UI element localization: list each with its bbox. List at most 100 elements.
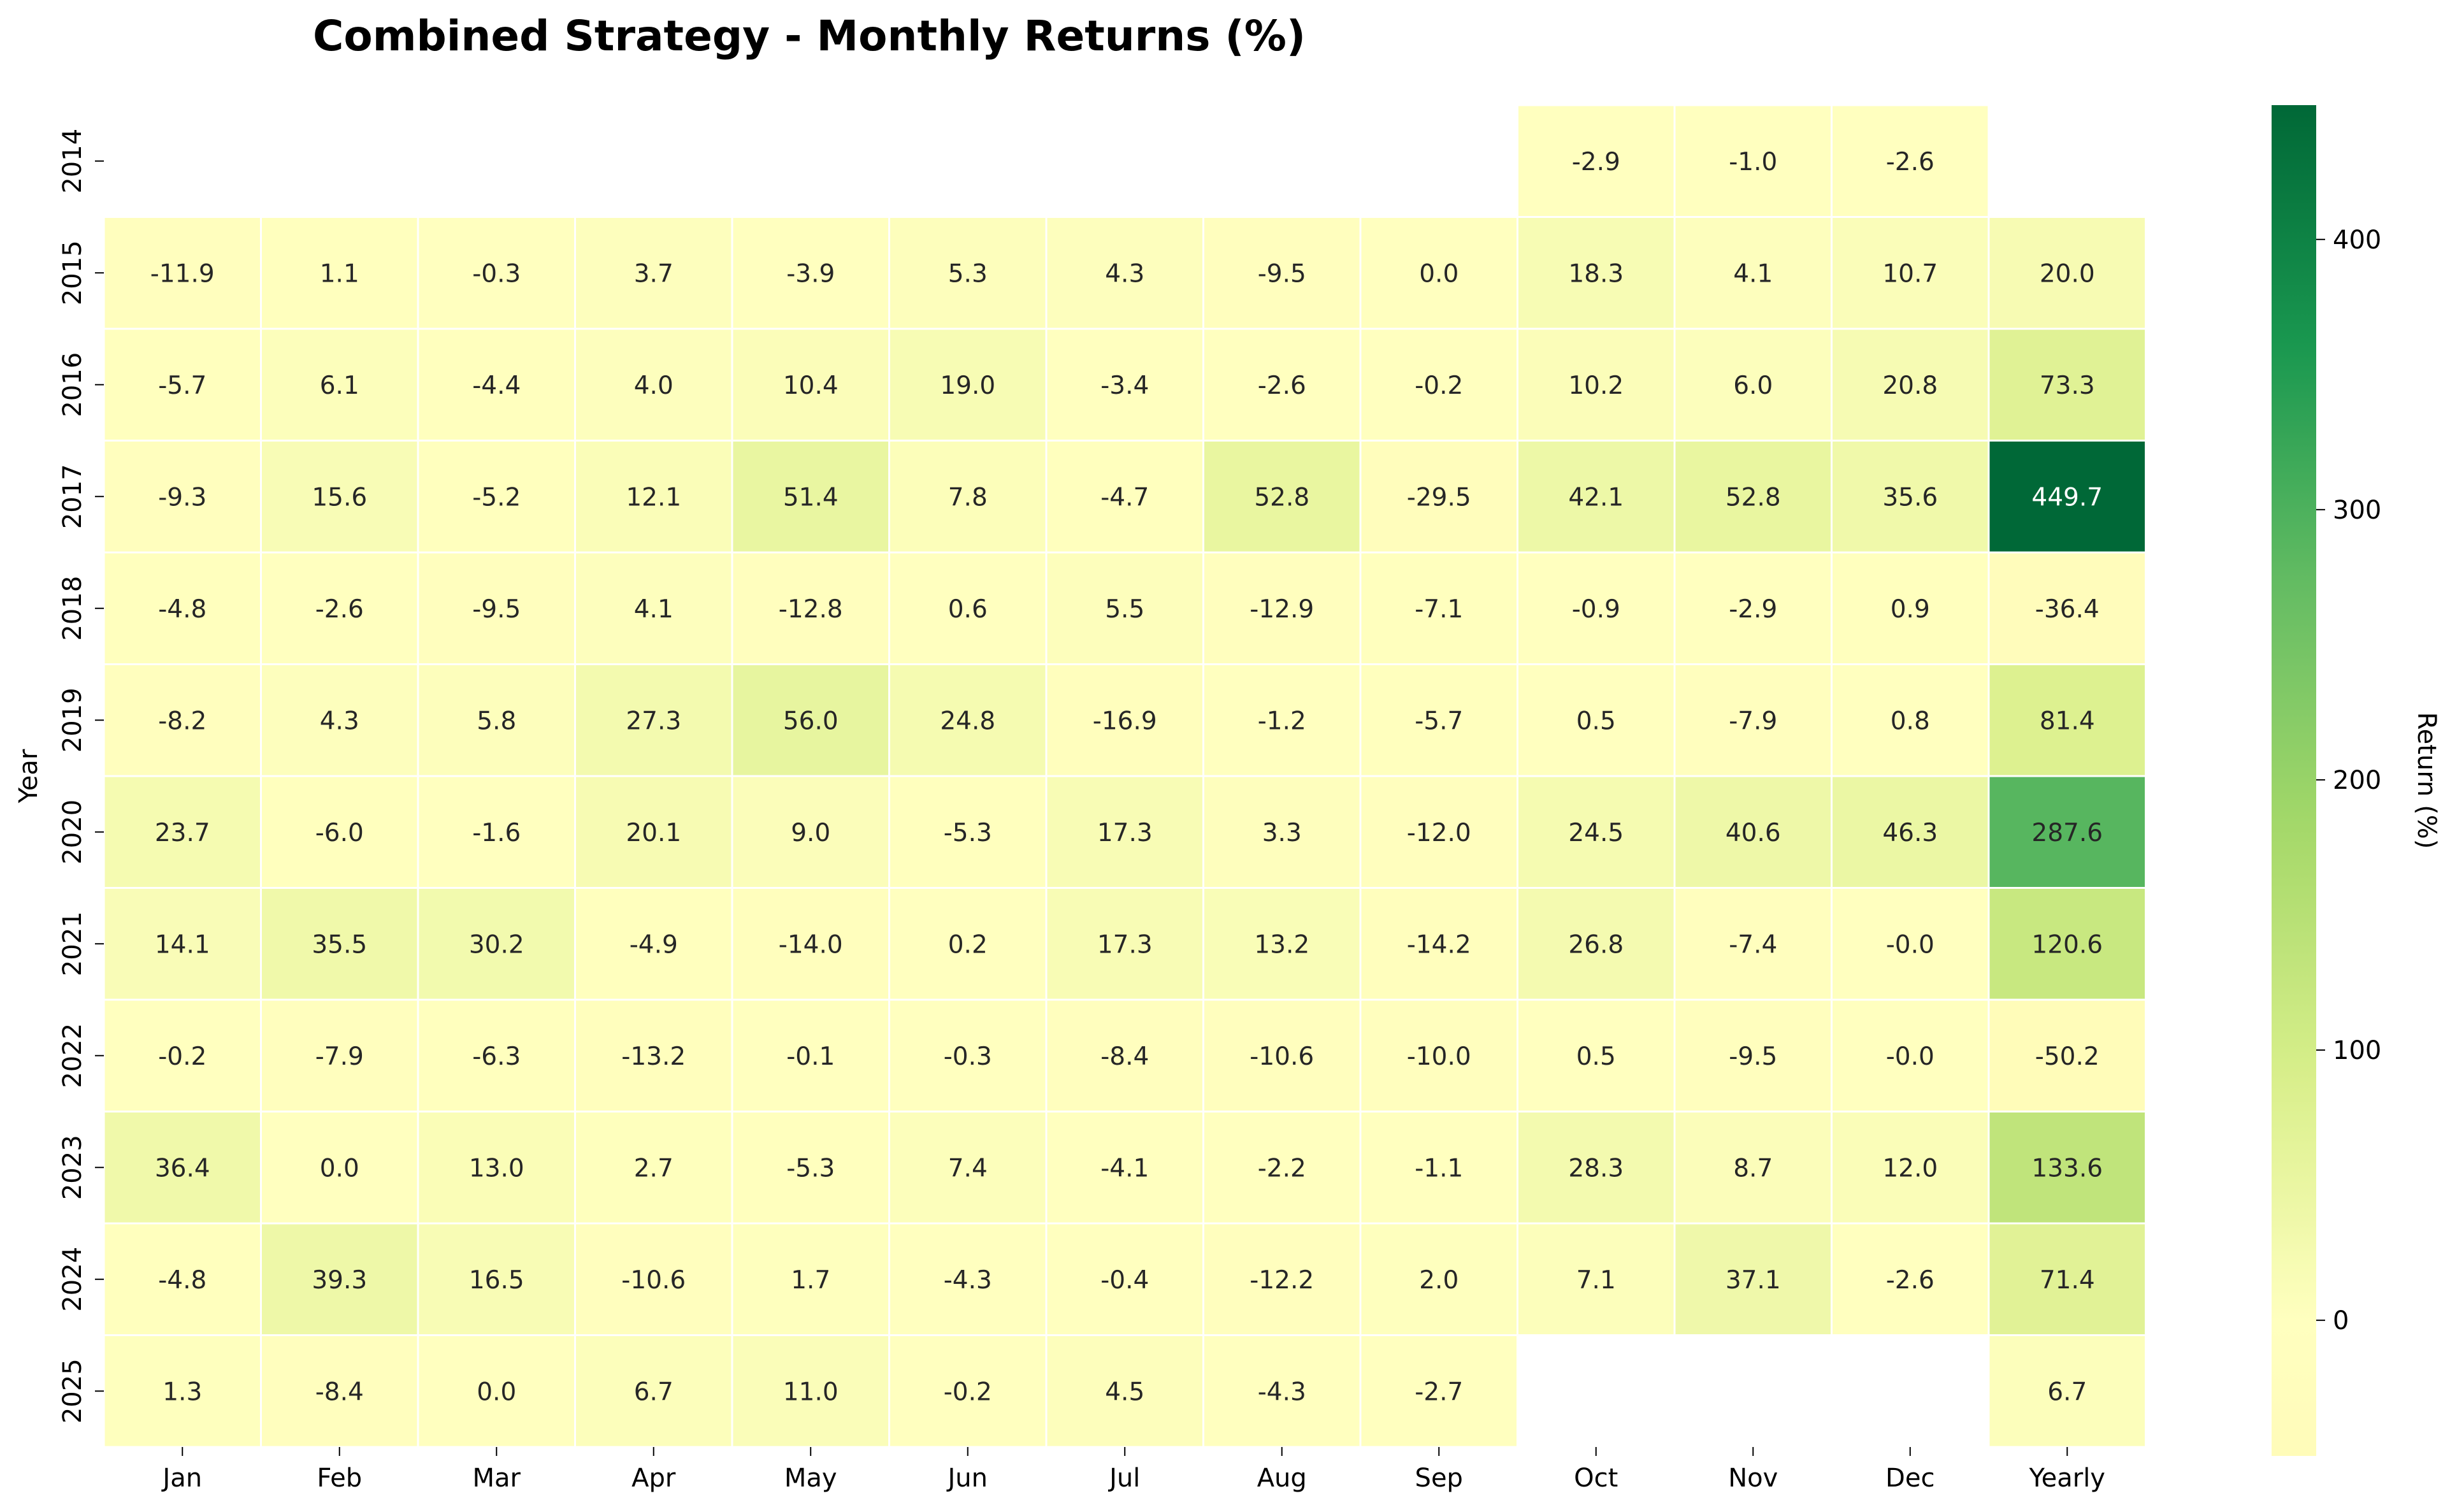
cell-value-label: 24.8 xyxy=(940,707,995,735)
colorbar-tick-label: 0 xyxy=(2333,1306,2349,1336)
y-tick-label: 2014 xyxy=(58,129,87,194)
cell-value-label: 0.0 xyxy=(1419,259,1459,288)
cell-value-label: -0.2 xyxy=(1415,371,1463,400)
cell-value-label: 0.0 xyxy=(477,1378,516,1406)
cell-value-label: -14.0 xyxy=(779,930,843,959)
cell-value-label: 0.8 xyxy=(1891,707,1930,735)
cell-value-label: 4.5 xyxy=(1105,1378,1144,1406)
y-tick-label: 2017 xyxy=(58,464,87,529)
cell-value-label: 120.6 xyxy=(2031,930,2103,959)
x-tick-label: Yearly xyxy=(2029,1464,2105,1493)
colorbar xyxy=(2272,105,2316,1456)
x-tick-label: Dec xyxy=(1885,1464,1935,1493)
heatmap-cell xyxy=(888,216,1048,330)
cell-value-label: 4.3 xyxy=(320,707,359,735)
heatmap-cell xyxy=(1987,1222,2147,1336)
cell-value-label: 40.6 xyxy=(1726,819,1781,847)
cell-value-label: -0.0 xyxy=(1886,1042,1935,1071)
cell-value-label: -2.6 xyxy=(1258,371,1306,400)
heatmap-cell xyxy=(103,775,262,889)
heatmap-cell xyxy=(731,775,890,889)
heatmap-cell xyxy=(1045,1222,1204,1336)
cell-value-label: -9.5 xyxy=(472,595,521,624)
colorbar-tick-label: 300 xyxy=(2333,496,2381,525)
heatmap-cell xyxy=(1831,663,1990,777)
cell-value-label: 3.7 xyxy=(634,259,674,288)
heatmap-cell xyxy=(1831,1111,1990,1225)
heatmap-cell xyxy=(888,998,1048,1112)
cell-value-label: 10.2 xyxy=(1568,371,1624,400)
heatmap-cell xyxy=(260,1222,419,1336)
cell-value-label: 449.7 xyxy=(2031,483,2103,512)
heatmap-cell xyxy=(1831,775,1990,889)
cell-value-label: -2.6 xyxy=(315,595,364,624)
cell-value-label: -14.2 xyxy=(1407,930,1471,959)
cell-value-label: 13.0 xyxy=(469,1154,524,1183)
cell-value-label: -0.1 xyxy=(786,1042,835,1071)
heatmap-cell xyxy=(1987,663,2147,777)
cell-value-label: -16.9 xyxy=(1093,707,1157,735)
colorbar-tick-label: 400 xyxy=(2333,226,2381,255)
heatmap-cell xyxy=(1831,216,1990,330)
cell-value-label: -8.2 xyxy=(158,707,206,735)
heatmap-cell xyxy=(888,328,1048,442)
cell-value-label: 6.7 xyxy=(2047,1378,2087,1406)
cell-value-label: 133.6 xyxy=(2031,1154,2103,1183)
heatmap-cell xyxy=(1831,887,1990,1001)
cell-value-label: -7.9 xyxy=(315,1042,364,1071)
heatmap-cell xyxy=(1673,216,1833,330)
heatmap-cell xyxy=(1045,216,1204,330)
cell-value-label: 4.1 xyxy=(634,595,674,624)
cell-value-label: -2.6 xyxy=(1886,148,1935,176)
cell-value-label: 26.8 xyxy=(1568,930,1624,959)
heatmap-cell xyxy=(103,328,262,442)
heatmap-cell xyxy=(417,1222,576,1336)
cell-value-label: -12.8 xyxy=(779,595,843,624)
heatmap-cell xyxy=(731,328,890,442)
cell-value-label: 4.1 xyxy=(1733,259,1773,288)
y-tick-label: 2016 xyxy=(58,352,87,417)
cell-value-label: 27.3 xyxy=(626,707,681,735)
cell-value-label: 11.0 xyxy=(783,1378,839,1406)
heatmap-cell xyxy=(103,551,262,665)
cell-value-label: 20.0 xyxy=(2040,259,2095,288)
cell-value-label: 5.8 xyxy=(477,707,516,735)
cell-value-label: 5.3 xyxy=(948,259,988,288)
heatmap-cell xyxy=(1987,1111,2147,1225)
cell-value-label: -0.0 xyxy=(1886,930,1935,959)
y-tick-label: 2015 xyxy=(58,240,87,305)
heatmap-cell xyxy=(888,1111,1048,1225)
cell-value-label: 71.4 xyxy=(2040,1266,2095,1295)
cell-value-label: -6.0 xyxy=(315,819,364,847)
cell-value-label: 1.3 xyxy=(162,1378,202,1406)
heatmap-cell xyxy=(260,998,419,1112)
heatmap-cell xyxy=(1673,887,1833,1001)
cell-value-label: -0.9 xyxy=(1572,595,1620,624)
heatmap-cell xyxy=(1359,1334,1518,1448)
heatmap-cell xyxy=(1202,887,1362,1001)
cell-value-label: -29.5 xyxy=(1407,483,1471,512)
cell-value-label: 20.1 xyxy=(626,819,681,847)
x-tick-label: Nov xyxy=(1728,1464,1778,1493)
heatmap-cell xyxy=(1987,216,2147,330)
cell-value-label: -9.3 xyxy=(158,483,206,512)
heatmap-cell xyxy=(1517,440,1676,554)
heatmap-cell xyxy=(1359,551,1518,665)
cell-value-label: -12.2 xyxy=(1250,1266,1314,1295)
x-tick-label: Jan xyxy=(161,1464,202,1493)
cell-value-label: -9.5 xyxy=(1258,259,1306,288)
cell-value-label: 52.8 xyxy=(1254,483,1309,512)
x-tick-label: Sep xyxy=(1415,1464,1463,1493)
cell-value-label: 0.0 xyxy=(320,1154,359,1183)
cell-value-label: -8.4 xyxy=(1100,1042,1149,1071)
heatmap-cell xyxy=(574,998,733,1112)
heatmap-cell xyxy=(1202,775,1362,889)
cell-value-label: 287.6 xyxy=(2031,819,2103,847)
cell-value-label: 0.2 xyxy=(948,930,988,959)
cell-value-label: -0.2 xyxy=(944,1378,992,1406)
heatmap-cell xyxy=(1517,104,1676,218)
heatmap-cell xyxy=(1987,998,2147,1112)
cell-value-label: 2.7 xyxy=(634,1154,674,1183)
cell-value-label: 36.4 xyxy=(155,1154,210,1183)
cell-value-label: 35.6 xyxy=(1882,483,1938,512)
